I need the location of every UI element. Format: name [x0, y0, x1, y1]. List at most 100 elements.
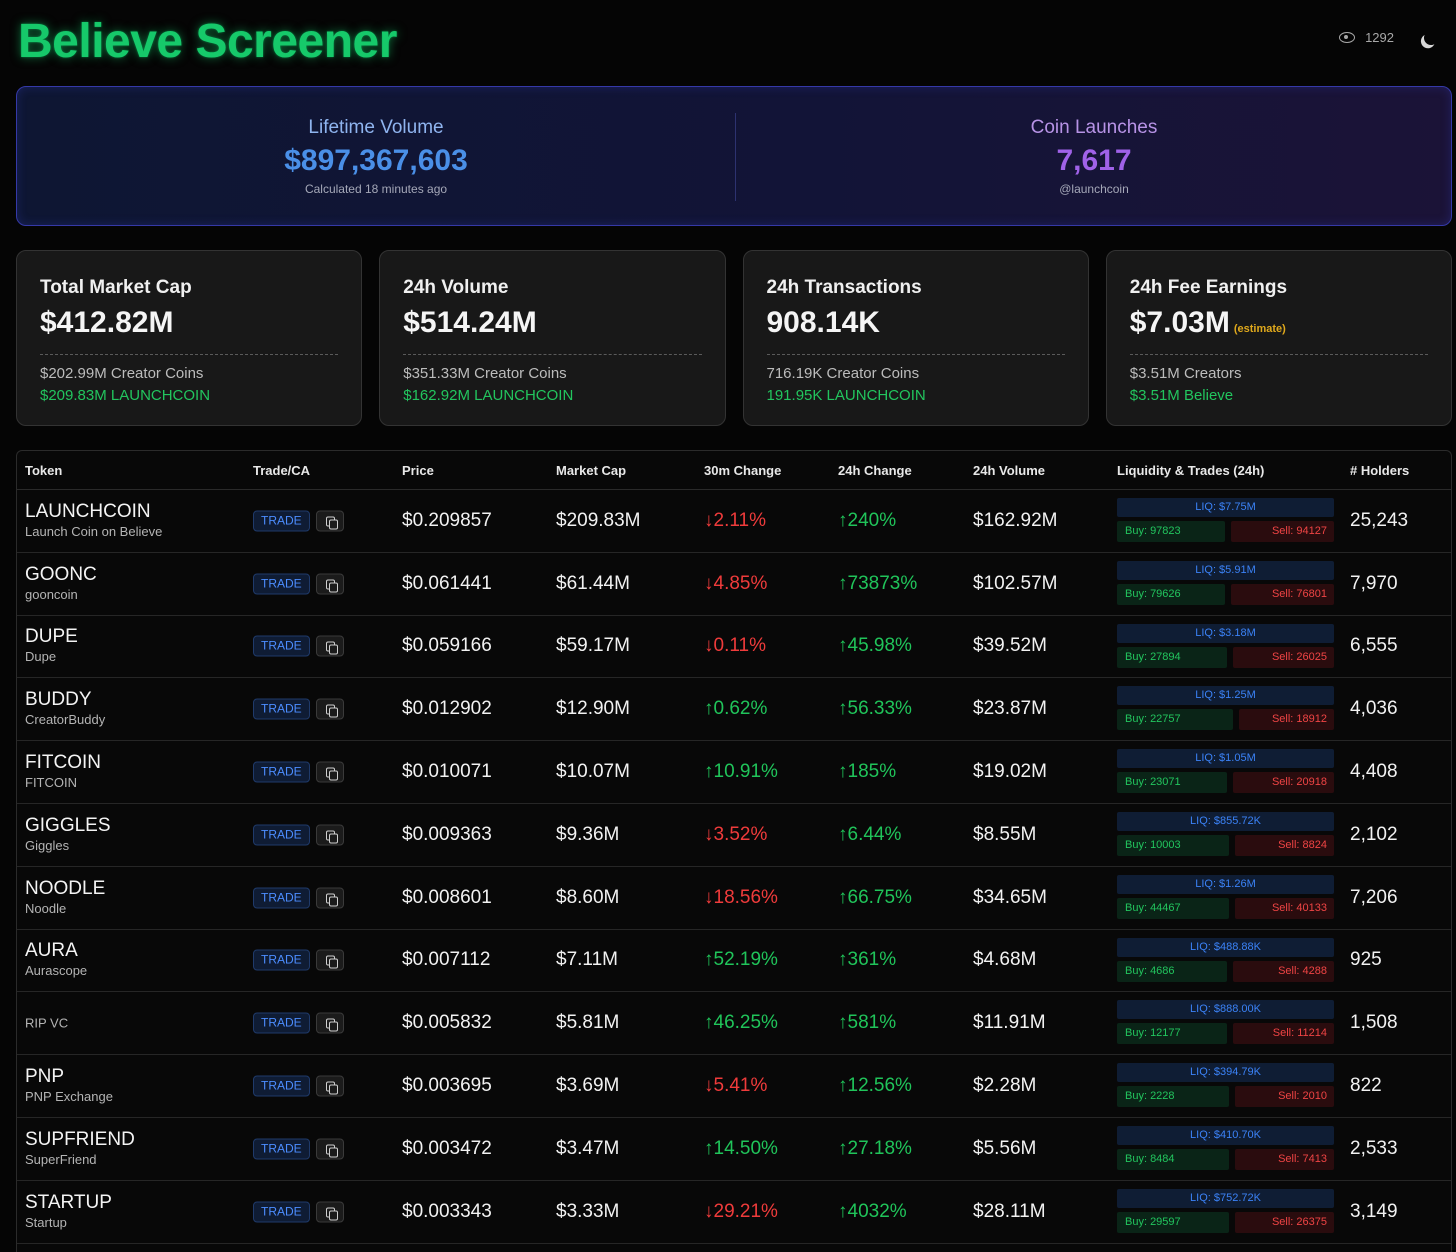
price-cell: $0.003472	[402, 1137, 492, 1159]
token-cell[interactable]: NOODLE Noodle	[25, 878, 105, 918]
token-symbol[interactable]: FITCOIN	[25, 752, 101, 774]
copy-ca-icon[interactable]	[315, 761, 344, 783]
table-row[interactable]: AURA Aurascope TRADE $0.007112 $7.11M ↑5…	[17, 930, 1451, 993]
table-row[interactable]: BUDDY CreatorBuddy TRADE $0.012902 $12.9…	[17, 678, 1451, 742]
token-cell[interactable]: DUPE Dupe	[25, 626, 78, 666]
column-header-liquidity[interactable]: Liquidity & Trades (24h)	[1117, 463, 1265, 478]
liquidity-bar: LIQ: $888.00K	[1117, 1000, 1334, 1020]
table-row[interactable]: DUPE Dupe TRADE $0.059166 $59.17M ↓0.11%…	[17, 616, 1451, 679]
buy-count: Buy: 2228	[1117, 1086, 1229, 1108]
token-cell[interactable]: RIP VC	[25, 1016, 68, 1031]
token-symbol[interactable]: AURA	[25, 940, 78, 962]
buy-sell-bar: Buy: 23071 Sell: 20918	[1117, 772, 1334, 794]
token-cell[interactable]: GOONC gooncoin	[25, 564, 97, 604]
trade-button[interactable]: TRADE	[253, 761, 310, 783]
trade-button[interactable]: TRADE	[253, 949, 310, 971]
token-cell[interactable]: PNP PNP Exchange	[25, 1066, 113, 1106]
trade-button[interactable]: TRADE	[253, 1075, 310, 1097]
copy-ca-icon[interactable]	[315, 1138, 344, 1160]
column-header-price[interactable]: Price	[402, 463, 434, 478]
site-title[interactable]: Believe Screener	[18, 15, 397, 68]
trade-button[interactable]: TRADE	[253, 698, 310, 720]
trade-button[interactable]: TRADE	[253, 635, 310, 657]
copy-ca-icon[interactable]	[315, 1201, 344, 1223]
change-30m-cell: ↑14.50%	[704, 1137, 778, 1159]
stats-cards: Total Market Cap $412.82M $202.99M Creat…	[16, 250, 1452, 426]
table-row[interactable]: GOONC gooncoin TRADE $0.061441 $61.44M ↓…	[17, 553, 1451, 616]
trade-button[interactable]: TRADE	[253, 510, 310, 532]
token-name: gooncoin	[25, 586, 78, 602]
liquidity-bar: LIQ: $394.79K	[1117, 1063, 1334, 1083]
token-symbol[interactable]: SUPFRIEND	[25, 1128, 135, 1150]
copy-ca-icon[interactable]	[315, 573, 344, 595]
token-symbol[interactable]: DUPE	[25, 626, 78, 648]
copy-ca-icon[interactable]	[315, 949, 344, 971]
copy-ca-icon[interactable]	[315, 1012, 344, 1034]
buy-count: Buy: 79626	[1117, 583, 1225, 605]
token-cell[interactable]: BUDDY CreatorBuddy	[25, 689, 105, 729]
token-symbol[interactable]: NOODLE	[25, 877, 106, 899]
token-cell[interactable]: LAUNCHCOIN Launch Coin on Believe	[25, 501, 162, 541]
copy-ca-icon[interactable]	[315, 510, 344, 532]
token-symbol[interactable]: PNP	[25, 1066, 65, 1088]
copy-ca-icon[interactable]	[315, 698, 344, 720]
table-row[interactable]: RIP VC TRADE $0.005832 $5.81M ↑46.25% ↑5…	[17, 992, 1451, 1056]
token-name: Noodle	[25, 900, 67, 916]
column-header-trade: Trade/CA	[253, 463, 311, 478]
column-header-24h-volume[interactable]: 24h Volume	[973, 463, 1046, 478]
stat-title: 24h Transactions	[766, 277, 922, 298]
token-cell[interactable]: FITCOIN FITCOIN	[25, 752, 101, 792]
change-30m-cell: ↓5.41%	[704, 1075, 768, 1097]
trade-button[interactable]: TRADE	[253, 824, 310, 846]
trade-button[interactable]: TRADE	[253, 1012, 310, 1034]
table-row[interactable]: GIGGLES Giggles TRADE $0.009363 $9.36M ↓…	[17, 804, 1451, 867]
table-row[interactable]: NOODLE Noodle TRADE $0.008601 $8.60M ↓18…	[17, 867, 1451, 930]
token-symbol[interactable]: LAUNCHCOIN	[25, 500, 151, 522]
stat-creator-line: $351.33M Creator Coins	[403, 365, 567, 382]
token-symbol[interactable]: GIGGLES	[25, 814, 111, 836]
price-cell: $0.010071	[402, 761, 492, 783]
buy-sell-bar: Buy: 97823 Sell: 94127	[1117, 521, 1334, 542]
token-name: CreatorBuddy	[25, 712, 106, 728]
stat-card-24h-fee-earnings: 24h Fee Earnings $7.03M (estimate) $3.51M…	[1105, 250, 1452, 426]
table-row[interactable]: FITCOIN FITCOIN TRADE $0.010071 $10.07M …	[17, 741, 1451, 804]
price-cell: $0.005832	[402, 1012, 492, 1034]
column-header-30m-change[interactable]: 30m Change	[704, 463, 782, 478]
table-row[interactable]: PNP PNP Exchange TRADE $0.003695 $3.69M …	[17, 1055, 1451, 1118]
eye-icon	[1339, 32, 1356, 43]
stat-creator-line: $3.51M Creators	[1129, 365, 1242, 382]
copy-ca-icon[interactable]	[315, 887, 344, 909]
token-symbol[interactable]: STARTUP	[25, 1191, 112, 1213]
column-header-market-cap[interactable]: Market Cap	[556, 463, 627, 478]
lifetime-volume-label: Lifetime Volume	[308, 117, 444, 138]
token-symbol[interactable]: BUDDY	[25, 689, 92, 711]
column-header-token[interactable]: Token	[25, 463, 63, 478]
table-row[interactable]: SUPFRIEND SuperFriend TRADE $0.003472 $3…	[17, 1118, 1451, 1181]
trade-button[interactable]: TRADE	[253, 887, 310, 909]
token-cell[interactable]: STARTUP Startup	[25, 1192, 112, 1232]
table-row[interactable]: LAUNCHCOIN Launch Coin on Believe TRADE …	[17, 490, 1451, 553]
token-cell[interactable]: SUPFRIEND SuperFriend	[25, 1129, 135, 1169]
volume-24h-cell: $19.02M	[973, 761, 1047, 783]
market-cap-cell: $5.81M	[556, 1012, 620, 1034]
copy-ca-icon[interactable]	[315, 824, 344, 846]
dark-mode-toggle-icon[interactable]	[1422, 29, 1440, 47]
trade-button[interactable]: TRADE	[253, 573, 310, 595]
stat-launchcoin-line: $162.92M LAUNCHCOIN	[403, 387, 574, 404]
copy-ca-icon[interactable]	[315, 635, 344, 657]
trade-button[interactable]: TRADE	[253, 1138, 310, 1160]
token-name: Giggles	[25, 837, 70, 853]
token-name[interactable]: RIP VC	[25, 1015, 69, 1031]
token-cell[interactable]: GIGGLES Giggles	[25, 815, 111, 855]
trade-button[interactable]: TRADE	[253, 1201, 310, 1223]
trade-actions: TRADE	[253, 698, 344, 720]
column-header-holders[interactable]: # Holders	[1350, 463, 1410, 478]
token-cell[interactable]: AURA Aurascope	[25, 940, 87, 980]
copy-ca-icon[interactable]	[315, 1075, 344, 1097]
coin-launches-handle[interactable]: @launchcoin	[1059, 182, 1129, 196]
holders-cell: 3,149	[1350, 1200, 1398, 1222]
token-symbol[interactable]: GOONC	[25, 563, 97, 585]
column-header-24h-change[interactable]: 24h Change	[838, 463, 912, 478]
holders-cell: 7,206	[1350, 886, 1398, 908]
table-row[interactable]: STARTUP Startup TRADE $0.003343 $3.33M ↓…	[17, 1181, 1451, 1244]
